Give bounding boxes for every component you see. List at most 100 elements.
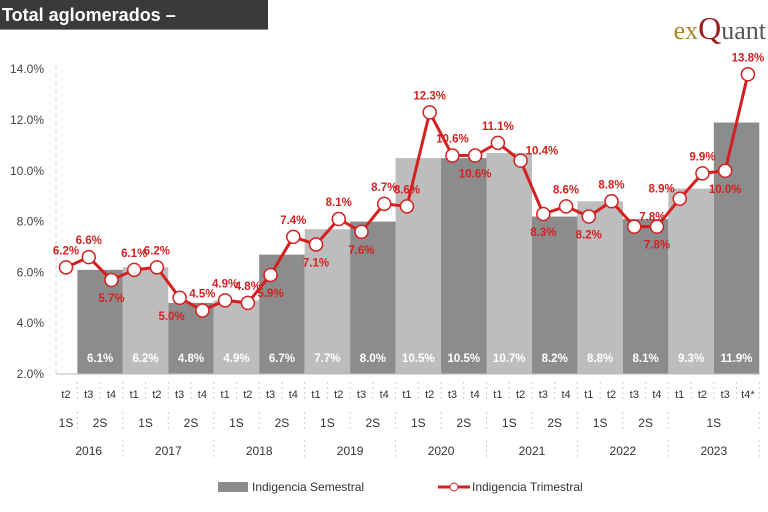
point-value-label: 8.3% (530, 227, 556, 239)
year-label: 2017 (155, 444, 182, 458)
point-value-label: 8.6% (553, 184, 579, 196)
y-tick-label: 12.0% (10, 113, 44, 127)
quarter-label: t1 (402, 389, 411, 401)
point-value-label: 5.7% (98, 293, 124, 305)
point-value-label: 6.1% (121, 248, 147, 260)
bar-value-label: 10.5% (402, 353, 435, 365)
quarter-label: t4 (198, 389, 207, 401)
bar-value-label: 11.9% (721, 353, 753, 365)
point-value-label: 13.8% (732, 52, 765, 64)
point-trimestral (286, 229, 301, 245)
bar-value-label: 7.7% (314, 353, 340, 365)
bar-value-label: 8.1% (633, 353, 659, 365)
quarter-label: t2 (607, 389, 616, 401)
point-trimestral (149, 260, 165, 275)
quarter-label: t2 (243, 389, 252, 401)
point-value-label: 8.6% (394, 184, 420, 196)
point-value-label: 7.1% (303, 257, 329, 269)
point-trimestral (331, 211, 347, 227)
point-trimestral (467, 148, 483, 163)
point-value-label: 4.8% (235, 281, 261, 293)
point-value-label: 7.6% (348, 245, 374, 257)
point-trimestral (513, 153, 528, 168)
semester-label: 1S (706, 416, 721, 430)
bar-value-label: 6.7% (269, 353, 295, 365)
point-trimestral (717, 163, 733, 179)
semester-label: 2S (366, 416, 381, 430)
point-value-label: 6.2% (144, 245, 170, 257)
year-label: 2018 (246, 444, 273, 458)
semester-label: 2S (93, 416, 108, 430)
point-trimestral (263, 267, 278, 283)
point-value-label: 8.1% (326, 197, 352, 209)
y-tick-label: 4.0% (17, 316, 45, 330)
quarter-label: t4 (107, 389, 116, 401)
bar-semestral (577, 201, 623, 374)
point-trimestral (581, 209, 597, 224)
bar-value-label: 6.1% (87, 353, 113, 365)
point-value-label: 9.9% (689, 151, 715, 163)
point-value-label: 10.6% (459, 169, 492, 181)
y-tick-label: 2.0% (17, 367, 45, 381)
y-tick-label: 8.0% (17, 215, 45, 229)
semester-label: 1S (229, 416, 244, 430)
quarter-label: t1 (493, 389, 502, 401)
quarter-label: t1 (584, 389, 593, 401)
exquant-logo: exQuant (673, 10, 766, 46)
bar-semestral (622, 219, 669, 374)
quarter-label: t3 (721, 389, 730, 401)
quarter-label: t2 (425, 389, 434, 401)
point-trimestral (604, 194, 619, 209)
point-value-label: 8.9% (648, 184, 674, 196)
quarter-label: t4* (741, 389, 755, 401)
quarter-label: t2 (61, 389, 70, 401)
bar-value-label: 4.8% (178, 353, 204, 365)
quarter-label: t2 (516, 389, 525, 401)
quarter-label: t1 (311, 389, 320, 401)
point-value-label: 4.9% (212, 278, 238, 290)
chart-title: Total aglomerados – Indigencia (0, 0, 268, 55)
y-tick-label: 6.0% (17, 265, 45, 279)
year-label: 2016 (75, 444, 102, 458)
semester-label: 1S (59, 416, 74, 430)
point-value-label: 10.6% (436, 134, 469, 146)
bar-value-label: 8.8% (587, 353, 613, 365)
bar-semestral (350, 221, 396, 374)
semester-label: 1S (138, 416, 153, 430)
bar-value-label: 4.9% (223, 353, 249, 365)
point-trimestral (240, 295, 256, 311)
point-trimestral (354, 224, 369, 240)
bar-semestral (531, 216, 578, 374)
legend-swatch-semestral (218, 482, 248, 492)
bar-semestral (713, 122, 760, 374)
point-value-label: 8.8% (598, 179, 624, 191)
semester-label: 1S (593, 416, 608, 430)
semester-label: 2S (275, 416, 290, 430)
point-trimestral (558, 199, 574, 214)
quarter-label: t3 (357, 389, 366, 401)
bar-value-label: 8.0% (360, 353, 386, 365)
quarter-label: t3 (630, 389, 639, 401)
bar-value-label: 10.5% (447, 353, 480, 365)
bar-semestral (486, 153, 532, 374)
point-value-label: 8.7% (371, 182, 397, 194)
semester-label: 2S (638, 416, 653, 430)
quarter-label: t1 (130, 389, 139, 401)
point-trimestral (445, 148, 460, 163)
point-trimestral (172, 290, 187, 306)
semester-label: 2S (547, 416, 562, 430)
point-value-label: 12.3% (413, 90, 446, 102)
point-trimestral (672, 191, 687, 206)
quarter-label: t1 (675, 389, 684, 401)
point-trimestral (376, 196, 392, 212)
semester-label: 2S (184, 416, 199, 430)
semester-label: 1S (320, 416, 335, 430)
quarter-label: t4 (561, 389, 570, 401)
bar-value-label: 6.2% (132, 353, 158, 365)
point-trimestral (81, 249, 96, 265)
point-value-label: 8.2% (576, 230, 602, 242)
quarter-label: t2 (334, 389, 343, 401)
bar-semestral (213, 300, 260, 374)
year-label: 2020 (428, 444, 455, 458)
bar-value-label: 9.3% (678, 353, 704, 365)
